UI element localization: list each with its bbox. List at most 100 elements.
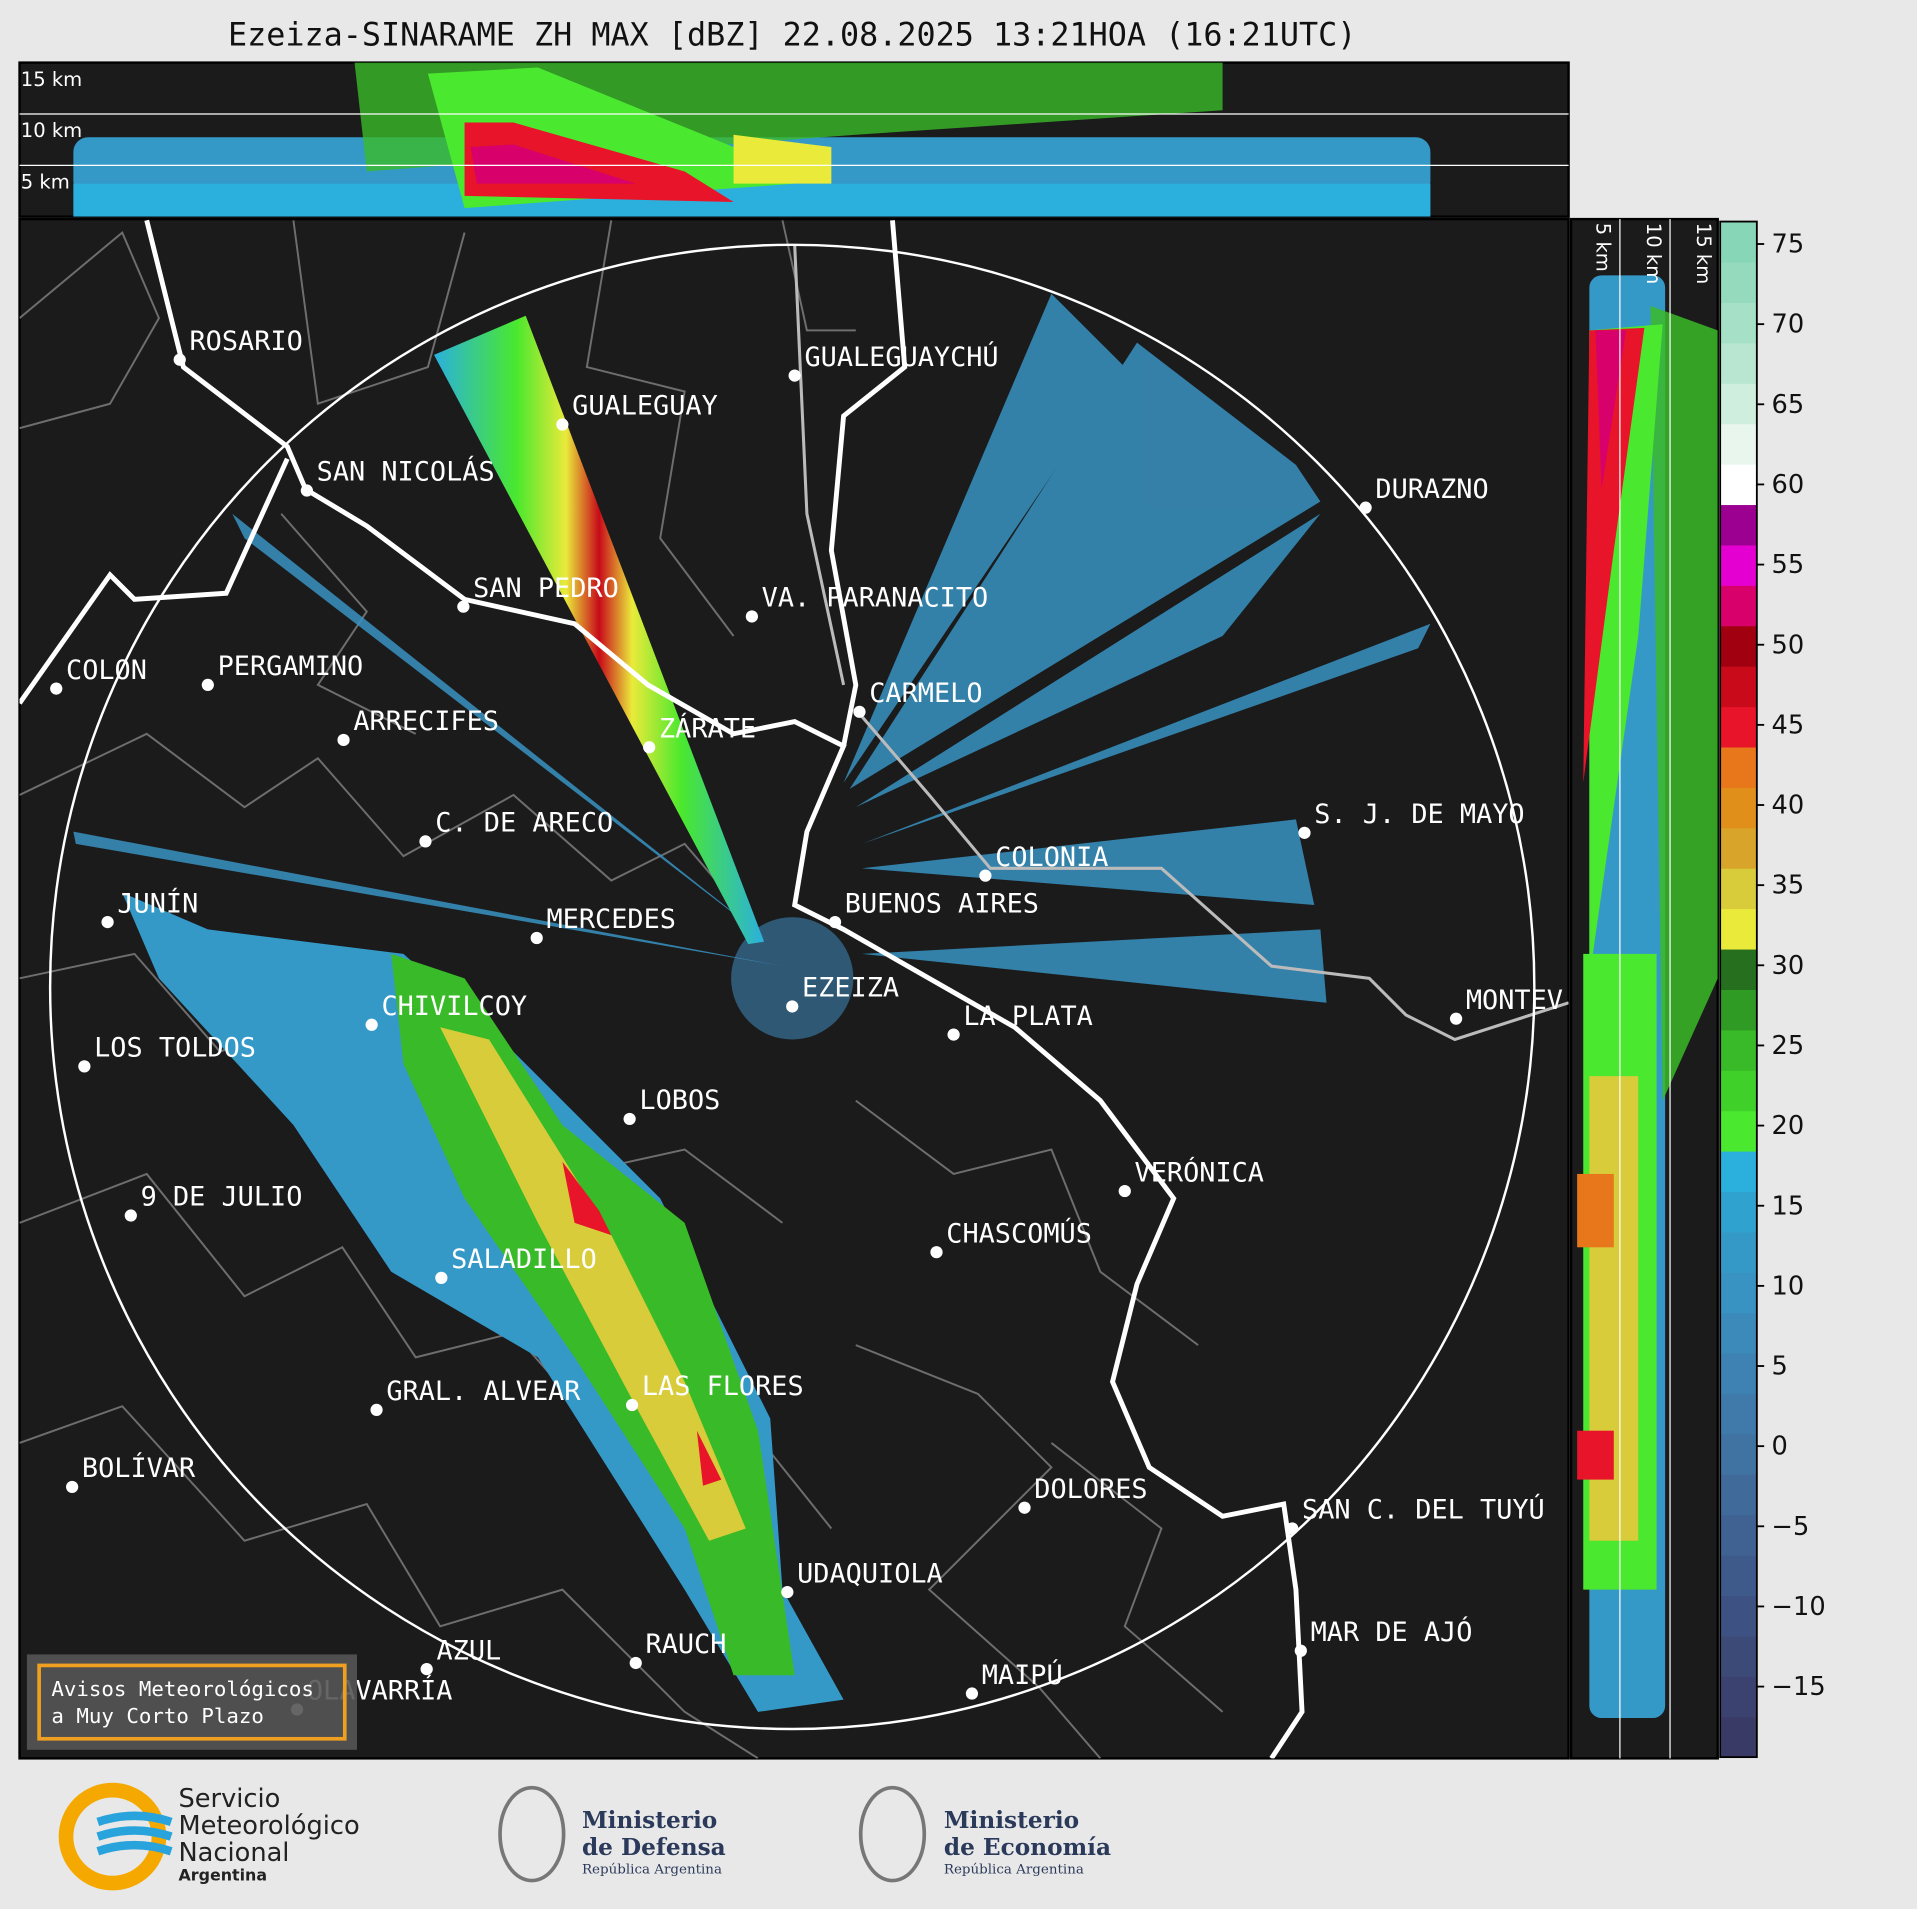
city-label: ROSARIO: [189, 326, 302, 357]
city-label: SAN NICOLÁS: [317, 456, 495, 488]
color-band: [1720, 383, 1757, 425]
city-label: RAUCH: [646, 1629, 727, 1660]
footer: Servicio Meteorológico Nacional Argentin…: [58, 1782, 1111, 1891]
color-band: [1720, 1514, 1757, 1556]
city-dot: [643, 741, 656, 754]
border: [1050, 1442, 1224, 1713]
city-label: BOLÍVAR: [82, 1452, 196, 1484]
colorbar-tick-label: 15: [1772, 1191, 1805, 1221]
legend-border: [37, 1663, 347, 1741]
color-band: [1720, 1393, 1757, 1435]
colorbar-tick-label: 0: [1772, 1432, 1788, 1462]
echo: [73, 183, 1431, 217]
color-band: [1720, 868, 1757, 910]
city-dot: [457, 600, 470, 613]
logo-text: Meteorológico: [178, 1811, 359, 1841]
echo: [562, 1161, 722, 1486]
city-label: LA PLATA: [963, 1001, 1092, 1032]
colorbar-tick-label: 35: [1772, 871, 1805, 901]
city-dot: [1018, 1501, 1031, 1514]
city-dot: [78, 1060, 91, 1073]
city-label: VERÓNICA: [1135, 1156, 1264, 1188]
echo: [470, 144, 636, 184]
city-dot: [1294, 1644, 1307, 1657]
border: [19, 230, 161, 430]
city-dot: [930, 1246, 943, 1259]
color-band: [1720, 1474, 1757, 1516]
altitude-label: 15 km: [1692, 223, 1715, 284]
departments: [19, 220, 1224, 1759]
city-dot: [420, 1662, 433, 1676]
city-dot: [629, 1656, 642, 1670]
top-panel: 15 km 10 km 5 km: [18, 61, 1570, 218]
color-band: [1720, 464, 1757, 506]
colorbar-tick-label: 55: [1772, 550, 1805, 580]
city-label: DURAZNO: [1375, 474, 1488, 505]
echo: [843, 293, 1125, 783]
logo-waves: [96, 1811, 173, 1856]
city-label: MAR DE AJÓ: [1311, 1616, 1473, 1648]
colorbar-tick-label: 40: [1772, 791, 1805, 821]
echo: [122, 892, 844, 1712]
color-band: [1720, 1353, 1757, 1395]
map: ROSARIO GUALEGUAY GUALEGUAYCHÚ SAN NICOLÁS D…: [18, 217, 1570, 1760]
echo: [849, 342, 1321, 789]
city-label: BUENOS AIRES: [845, 888, 1039, 919]
city-dot: [201, 678, 214, 692]
color-band: [1720, 1635, 1757, 1677]
side-panel: 5 km 10 km 15 km: [1569, 217, 1719, 1760]
border: [19, 1405, 759, 1759]
echo: [1583, 327, 1645, 783]
city-label: MAIPÚ: [982, 1659, 1063, 1691]
colorbar-tick-label: 10: [1772, 1271, 1805, 1301]
city-label: VA. PARANACITO: [762, 583, 989, 614]
map-content: ROSARIO GUALEGUAY GUALEGUAYCHÚ SAN NICOLÁS D…: [19, 219, 1569, 1759]
colorbar-tick-label: −15: [1772, 1672, 1826, 1702]
city-dot: [435, 1271, 448, 1284]
color-band: [1720, 504, 1757, 546]
logo-text: Ministerio: [944, 1807, 1079, 1834]
logo-text: Nacional: [178, 1838, 289, 1868]
logo-text: Ministerio: [582, 1807, 717, 1834]
border: [781, 220, 856, 332]
top-echo: [73, 62, 1431, 217]
city-dot: [781, 1585, 794, 1599]
city-dot: [337, 733, 350, 747]
cities: ROSARIO GUALEGUAY GUALEGUAYCHÚ SAN NICOLÁS D…: [50, 326, 1563, 1716]
color-band: [1720, 1555, 1757, 1597]
altitude-label: 5 km: [1592, 223, 1615, 272]
echo: [440, 1027, 746, 1541]
legend-box: Avisos Meteorológicos a Muy Corto Plazo: [26, 1654, 357, 1750]
color-band: [1720, 989, 1757, 1031]
city-label: S. J. DE MAYO: [1314, 799, 1524, 830]
echo: [1577, 1173, 1614, 1248]
title: Ezeiza-SINARAME ZH MAX [dBZ] 22.08.2025 …: [228, 18, 1356, 54]
colorbar-tick-label: 20: [1772, 1111, 1805, 1141]
city-dot: [173, 353, 186, 366]
coastline: [854, 708, 1569, 1042]
city-label: MERCEDES: [546, 904, 675, 935]
colorbar-tick-label: 60: [1772, 470, 1805, 500]
city-label: UDAQUIOLA: [797, 1558, 943, 1589]
city-dot: [786, 1000, 799, 1013]
colorbar-tick-label: 50: [1772, 630, 1805, 660]
city-label: EZEIZA: [802, 973, 899, 1004]
logo-shield: [498, 1785, 566, 1883]
color-band: [1720, 706, 1757, 748]
color-band: [1720, 787, 1757, 829]
river: [19, 457, 290, 705]
color-band: [1720, 1272, 1757, 1314]
city-dot: [965, 1687, 979, 1700]
city-dot: [419, 835, 432, 848]
city-label: GRAL. ALVEAR: [386, 1376, 581, 1407]
colorbar-tick-label: 25: [1772, 1031, 1805, 1061]
color-band: [1720, 746, 1757, 788]
city-label: MONTEV: [1466, 985, 1563, 1016]
nw-band: [434, 315, 765, 945]
echo: [731, 917, 854, 1040]
color-band: [1720, 423, 1757, 465]
city-label: SALADILLO: [451, 1244, 597, 1275]
city-dot: [623, 1112, 636, 1126]
city-label: DOLORES: [1034, 1474, 1147, 1505]
